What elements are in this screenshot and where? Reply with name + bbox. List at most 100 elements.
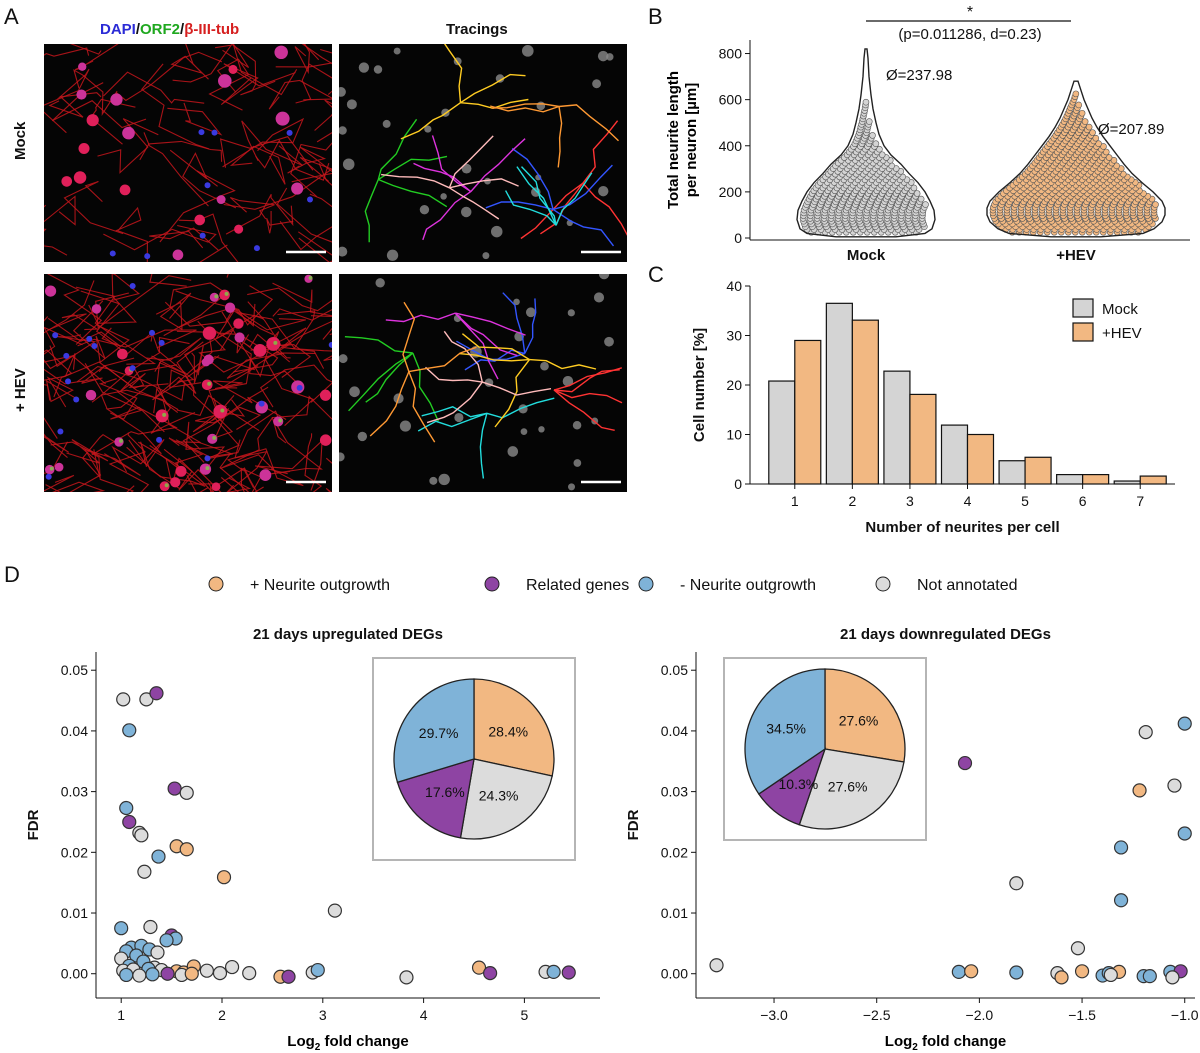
- cell-body: [540, 361, 549, 371]
- neurite: [44, 417, 58, 439]
- cell-body: [393, 47, 401, 55]
- neurite: [220, 353, 284, 389]
- tracing-branch: [529, 358, 597, 370]
- cell-body: [110, 93, 123, 106]
- tracing-branch: [449, 187, 500, 220]
- pie-slice-pos: [473, 678, 555, 777]
- neurite: [229, 196, 275, 220]
- neurite: [191, 345, 204, 384]
- legend-label: +HEV: [1102, 325, 1142, 342]
- violin-point: [917, 195, 925, 203]
- tracing-branch: [385, 312, 456, 323]
- cell-body: [482, 252, 490, 260]
- neurite: [111, 439, 165, 473]
- orf2-signal: [224, 291, 229, 296]
- neurite: [220, 63, 296, 106]
- cell-body: [78, 62, 87, 71]
- tracing-branch: [377, 155, 448, 181]
- tracing-branch: [369, 371, 410, 437]
- neurite: [290, 142, 332, 198]
- cell-body: [61, 176, 73, 187]
- violin-chart: 0 200 400 600 800 Total neurite lengthper neu…: [665, 4, 1190, 264]
- x-tick-label: 2: [848, 493, 856, 509]
- tracing-branch: [449, 178, 519, 189]
- bar-mock: [940, 424, 969, 485]
- x-tick-label: −2.5: [863, 1007, 891, 1023]
- data-point-pos: [471, 960, 487, 975]
- neurite: [103, 71, 205, 104]
- cell-body: [349, 386, 360, 398]
- tracing-branch: [408, 346, 477, 373]
- violin-point: [1095, 140, 1102, 147]
- neurite: [172, 44, 233, 83]
- tracing-branch: [553, 369, 620, 393]
- tracing-branch: [504, 190, 557, 226]
- neurite: [270, 419, 323, 475]
- cell-body: [525, 307, 536, 318]
- data-point-na: [224, 959, 240, 975]
- tracing-branch: [491, 103, 560, 109]
- cell-body: [122, 126, 135, 140]
- x-axis-label: Log2 fold change: [287, 1033, 408, 1053]
- cell-body: [76, 89, 87, 100]
- neurite: [169, 149, 237, 209]
- nucleus: [109, 250, 116, 257]
- nucleus: [198, 129, 205, 136]
- cell-body: [255, 400, 268, 414]
- legend-marker-rel: [484, 576, 500, 592]
- neurite: [178, 468, 222, 492]
- nucleus: [52, 332, 59, 339]
- tracing-branch: [412, 352, 439, 422]
- nucleus: [156, 436, 163, 443]
- orf2-signal: [162, 412, 167, 417]
- micrograph-hev-tracing: [339, 274, 627, 492]
- y-axis-label: FDR: [625, 809, 642, 840]
- tracing-branch: [422, 191, 472, 241]
- data-point-neg: [159, 933, 174, 948]
- cell-body: [358, 62, 370, 73]
- nucleus: [91, 343, 98, 350]
- cell-body: [513, 298, 520, 306]
- neurite: [75, 286, 157, 365]
- tracings-title: Tracings: [446, 21, 508, 38]
- tracing-branch: [582, 120, 619, 184]
- nucleus: [199, 232, 206, 239]
- bar-plus-hev: [1082, 473, 1110, 485]
- y-tick-label: 0.01: [661, 905, 688, 921]
- tracing-branch: [421, 406, 488, 418]
- legend-label: Related genes: [526, 577, 629, 594]
- neurite: [211, 328, 303, 388]
- nucleus: [204, 455, 211, 462]
- cell-body: [592, 79, 602, 89]
- tracing-branch: [454, 312, 499, 380]
- neurite: [291, 347, 332, 362]
- tracing-branch: [520, 182, 584, 240]
- neurite: [259, 364, 332, 408]
- tracing-branch: [408, 371, 436, 443]
- neurite: [230, 44, 276, 96]
- neurite: [81, 434, 122, 479]
- neurite: [44, 326, 83, 355]
- data-point-neg: [1177, 716, 1192, 731]
- cell-body: [567, 309, 575, 317]
- x-tick-label: 7: [1136, 493, 1144, 509]
- cell-body: [598, 185, 609, 197]
- nucleus: [306, 196, 313, 203]
- neurite: [159, 170, 236, 243]
- x-tick-label: −3.0: [760, 1007, 788, 1023]
- x-tick-label: 1: [791, 493, 799, 509]
- tracing-branch: [377, 118, 418, 180]
- tracing-branch: [425, 366, 483, 383]
- cell-body: [495, 74, 505, 83]
- orf2-signal: [220, 408, 225, 413]
- nucleus: [129, 283, 136, 290]
- neurite: [212, 380, 287, 420]
- cell-body: [211, 482, 221, 491]
- data-point-na: [137, 864, 152, 879]
- neurite: [295, 63, 332, 104]
- panel-label-a: A: [4, 4, 19, 29]
- neurite: [48, 92, 102, 118]
- violin-point: [862, 98, 870, 106]
- neurite: [208, 58, 250, 111]
- orf2-signal: [164, 483, 169, 488]
